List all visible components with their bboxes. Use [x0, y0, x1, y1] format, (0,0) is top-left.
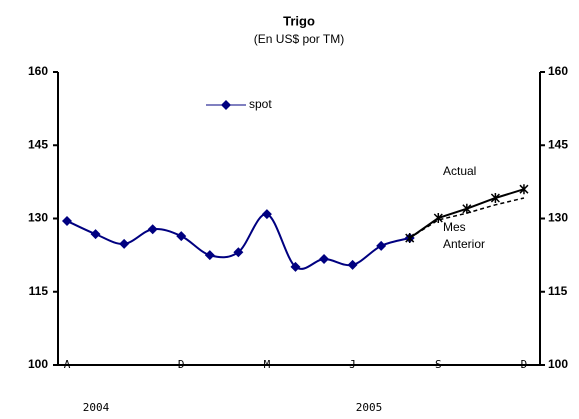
point: [147, 224, 158, 235]
point: [433, 213, 443, 224]
series-label: Actual: [443, 164, 476, 178]
y2-tick-label: 145: [548, 137, 568, 151]
chart-subtitle: (En US$ por TM): [254, 32, 344, 46]
point: [204, 250, 215, 261]
chart-title: Trigo: [283, 13, 315, 28]
y-tick-label: 160: [28, 64, 48, 78]
line: [409, 197, 525, 239]
x-tick-label: D: [521, 358, 528, 371]
point: [119, 238, 130, 249]
year-label: 2004: [83, 401, 110, 414]
point: [176, 231, 187, 242]
y2-tick-label: 100: [548, 357, 568, 371]
legend-label: spot: [249, 97, 272, 111]
series: [405, 184, 529, 244]
series: [409, 197, 525, 239]
point: [221, 100, 231, 110]
y2-tick-label: 160: [548, 64, 568, 78]
point: [347, 259, 358, 270]
point: [376, 240, 387, 251]
series-label: Mes Anterior: [443, 220, 485, 251]
x-tick-label: M: [264, 358, 271, 371]
y-tick-label: 100: [28, 357, 48, 371]
x-tick-label: A: [64, 358, 71, 371]
point: [319, 254, 330, 265]
y-tick-label: 130: [28, 211, 48, 225]
point: [519, 184, 529, 195]
point: [490, 192, 500, 203]
y-tick-label: 115: [29, 284, 49, 298]
x-tick-label: D: [178, 358, 185, 371]
point: [90, 229, 101, 240]
y2-tick-label: 115: [548, 284, 568, 298]
y-tick-label: 145: [28, 137, 48, 151]
point: [290, 261, 301, 272]
x-tick-label: S: [435, 358, 442, 371]
point: [261, 209, 272, 220]
y2-tick-label: 130: [548, 211, 568, 225]
x-tick-label: J: [349, 358, 356, 371]
point: [462, 203, 472, 214]
series: [62, 209, 415, 272]
year-label: 2005: [356, 401, 383, 414]
point: [62, 215, 72, 226]
line: [66, 213, 410, 270]
point: [233, 247, 244, 258]
